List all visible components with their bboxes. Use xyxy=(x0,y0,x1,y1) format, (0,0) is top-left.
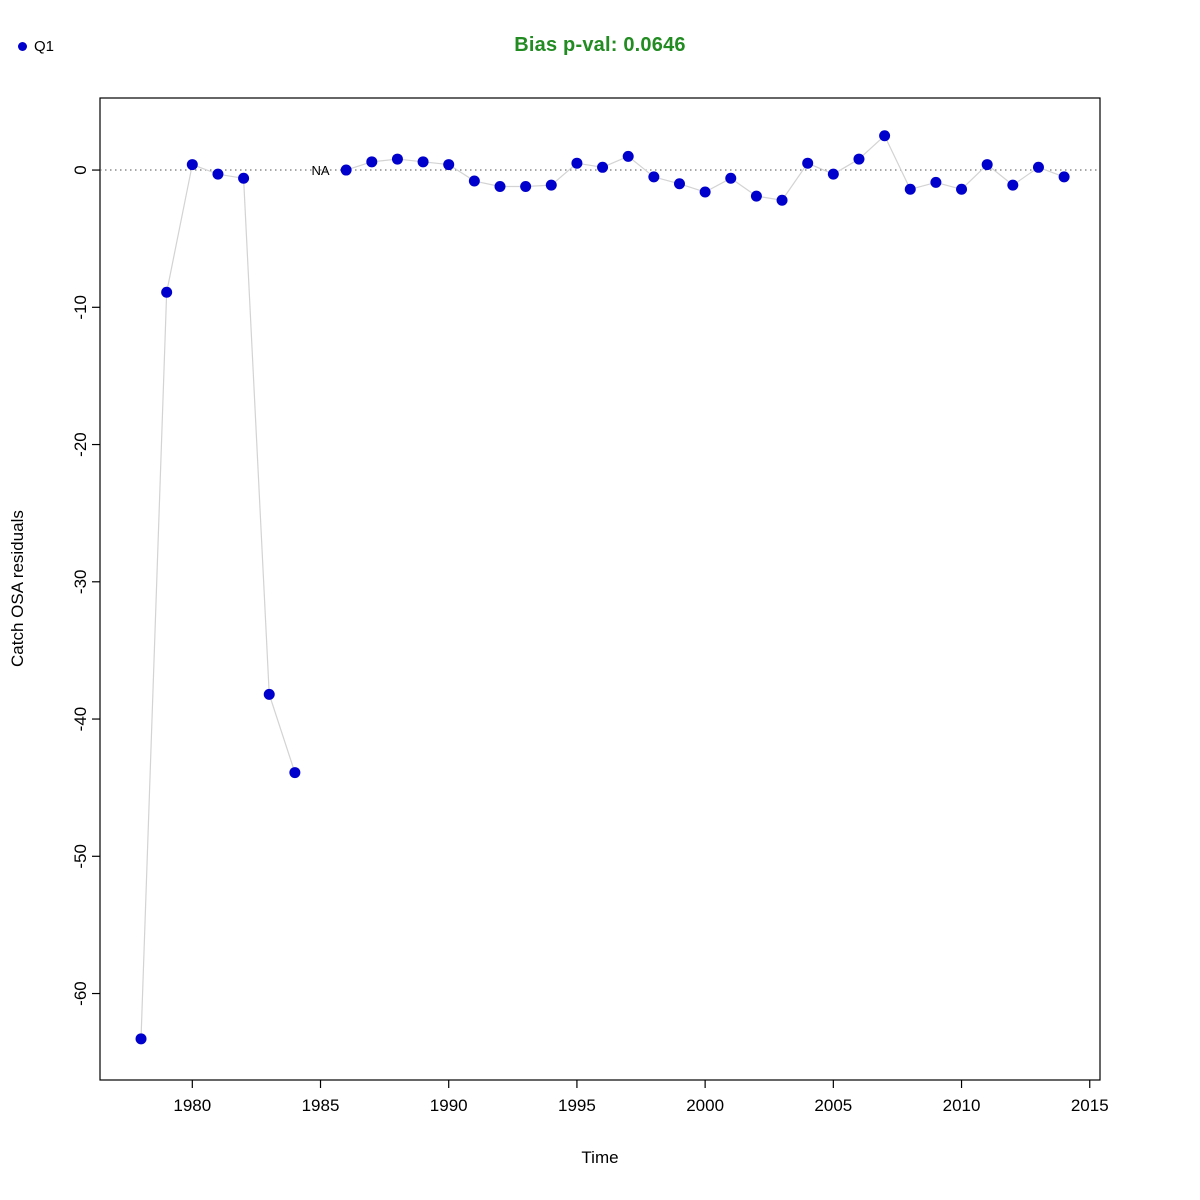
x-axis-tick-label: 1985 xyxy=(302,1096,340,1115)
series-line-segment xyxy=(884,135,911,190)
data-point xyxy=(981,159,993,171)
data-point xyxy=(571,157,583,169)
series-line-segment xyxy=(242,178,270,695)
data-point xyxy=(622,150,634,162)
y-axis-tick-label: -40 xyxy=(71,707,90,732)
data-point xyxy=(161,286,173,298)
data-point xyxy=(802,157,814,169)
data-point xyxy=(597,161,609,173)
data-point xyxy=(1007,179,1019,191)
data-point xyxy=(238,172,250,184)
data-point xyxy=(1032,161,1044,173)
x-axis-tick-label: 2015 xyxy=(1071,1096,1109,1115)
y-axis-tick-label: -10 xyxy=(71,295,90,320)
data-point xyxy=(827,168,839,180)
data-point xyxy=(1058,171,1070,183)
data-point xyxy=(673,178,685,190)
data-point xyxy=(494,181,506,193)
data-point xyxy=(725,172,737,184)
data-point xyxy=(879,130,891,142)
data-point xyxy=(750,190,762,202)
na-label: NA xyxy=(311,163,329,178)
data-point xyxy=(186,159,198,171)
series-line-segment xyxy=(550,162,578,186)
series-line-segment xyxy=(961,164,988,190)
data-point xyxy=(956,183,968,195)
data-point xyxy=(468,175,480,187)
series-line-segment xyxy=(140,292,168,1039)
y-axis-tick-label: -50 xyxy=(71,844,90,869)
series-line-segment xyxy=(268,694,296,773)
data-point xyxy=(853,153,865,165)
y-axis-tick-label: -60 xyxy=(71,981,90,1006)
data-point xyxy=(930,176,942,188)
y-axis-tick-label: -30 xyxy=(71,570,90,595)
data-point xyxy=(417,156,429,168)
x-axis-tick-label: 1995 xyxy=(558,1096,596,1115)
data-point xyxy=(289,767,301,779)
x-axis-tick-label: 2005 xyxy=(814,1096,852,1115)
x-axis-tick-label: 1990 xyxy=(430,1096,468,1115)
series-line-segment xyxy=(781,162,809,201)
data-point xyxy=(443,159,455,171)
data-point xyxy=(263,688,275,700)
data-point xyxy=(648,171,660,183)
data-point xyxy=(135,1033,147,1045)
y-axis-tick-label: -20 xyxy=(71,432,90,457)
data-point xyxy=(366,156,378,168)
data-point xyxy=(904,183,916,195)
x-axis-tick-label: 2010 xyxy=(943,1096,981,1115)
data-point xyxy=(776,194,788,206)
legend-label: Q1 xyxy=(34,38,55,55)
series-line-segment xyxy=(858,135,886,160)
x-axis-tick-label: 2000 xyxy=(686,1096,724,1115)
y-axis-tick-label: 0 xyxy=(71,165,90,174)
chart-title: Bias p-val: 0.0646 xyxy=(514,34,686,56)
data-point xyxy=(391,153,403,165)
legend-marker-icon xyxy=(18,42,27,51)
plot-border xyxy=(99,97,1101,1081)
x-axis-label: Time xyxy=(581,1148,619,1167)
series-line-segment xyxy=(166,164,193,293)
legend: Q1 xyxy=(18,38,54,55)
data-point xyxy=(699,186,711,198)
data-point xyxy=(340,164,352,176)
data-point xyxy=(212,168,224,180)
data-point xyxy=(545,179,557,191)
x-axis-tick-label: 1980 xyxy=(173,1096,211,1115)
data-point xyxy=(520,181,532,193)
